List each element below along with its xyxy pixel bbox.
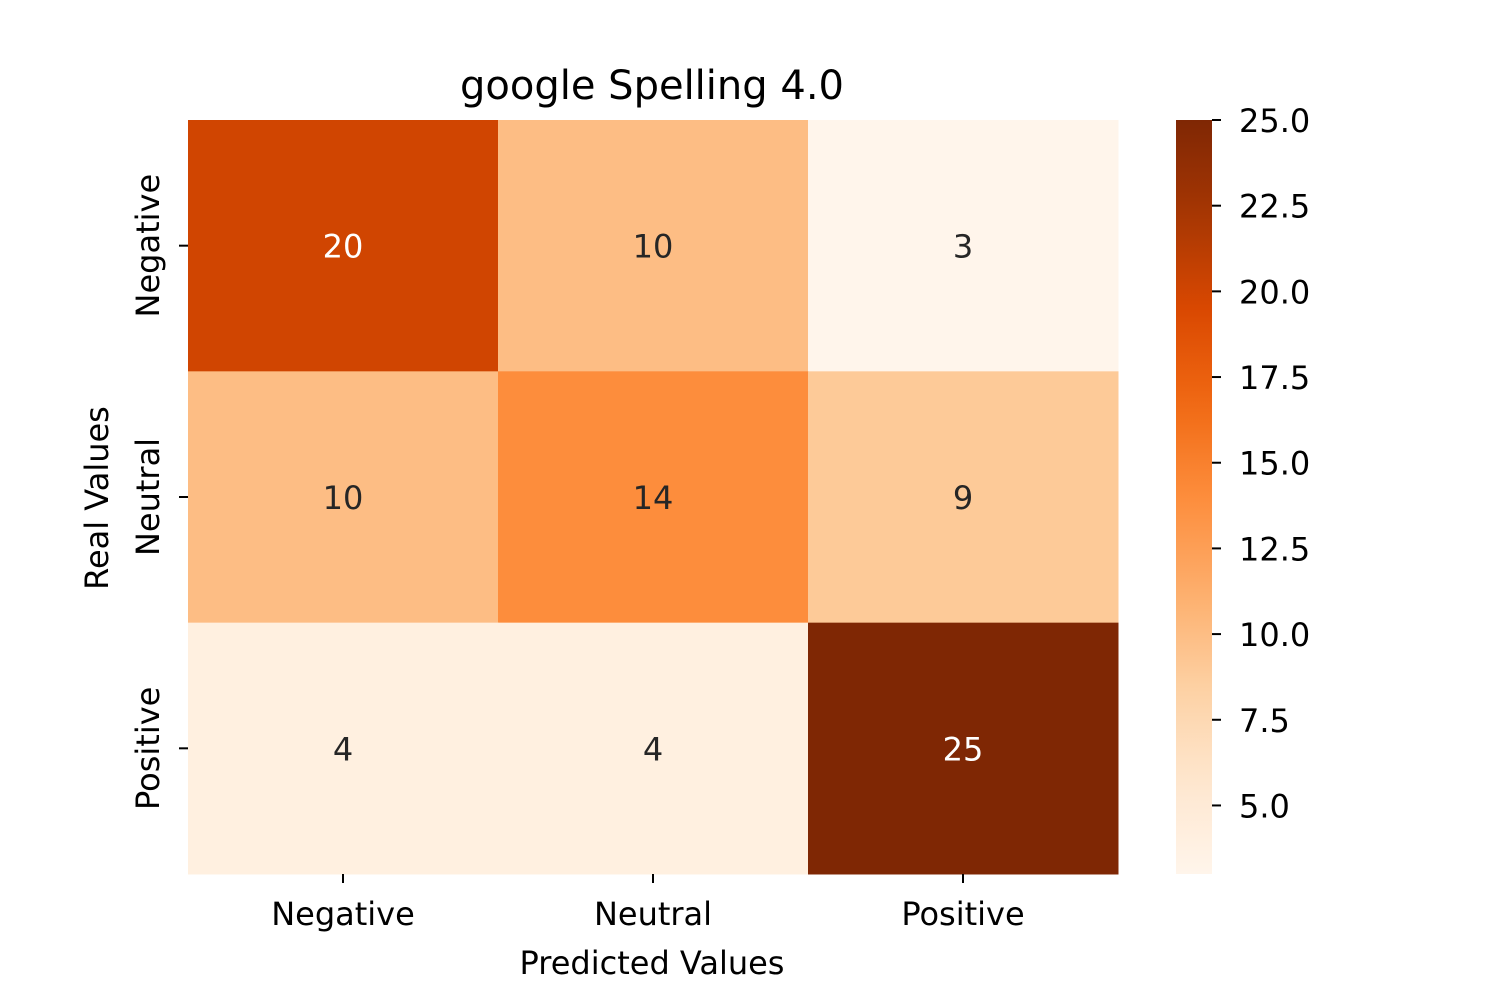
y-tick-label: Positive	[129, 687, 167, 810]
colorbar-tick-label: 17.5	[1239, 359, 1310, 397]
colorbar-tick-label: 20.0	[1239, 273, 1310, 311]
x-tick-label: Neutral	[594, 895, 712, 933]
cell-value-label: 10	[633, 228, 674, 266]
colorbar-tick-label: 12.5	[1239, 530, 1310, 568]
colorbar-tick-label: 15.0	[1239, 445, 1310, 483]
heatmap-cell	[498, 622, 809, 875]
colorbar-tick-label: 25.0	[1239, 102, 1310, 140]
heatmap-cell	[808, 622, 1119, 875]
cell-value-label: 9	[953, 479, 973, 517]
heatmap-cell	[188, 120, 499, 372]
heatmap-cell	[498, 120, 809, 372]
heatmap-cells	[188, 120, 1119, 875]
colorbar: 5.0 7.5 10.0 12.5 15.0 17.5 20.0 22.5 25.0	[1176, 102, 1310, 874]
colorbar-tick-label: 7.5	[1239, 702, 1290, 740]
colorbar-tick-label: 22.5	[1239, 188, 1310, 226]
x-axis-label: Predicted Values	[520, 944, 785, 982]
cell-value-label: 10	[323, 479, 364, 517]
x-tick-label: Positive	[901, 895, 1024, 933]
x-axis: Negative Neutral Positive	[271, 873, 1025, 933]
cell-value-label: 20	[323, 228, 364, 266]
cell-value-label: 14	[633, 479, 674, 517]
colorbar-gradient	[1176, 120, 1212, 874]
heatmap-cell	[498, 371, 809, 624]
cell-value-label: 25	[943, 730, 984, 768]
heatmap-cell-labels: 20 10 3 10 14 9 4 4 25	[323, 228, 984, 769]
y-axis: Negative Neutral Positive	[129, 174, 188, 810]
cell-value-label: 4	[333, 730, 353, 768]
y-tick-label: Negative	[129, 174, 167, 318]
colorbar-tick-label: 5.0	[1239, 787, 1290, 825]
heatmap-cell	[808, 371, 1119, 624]
heatmap-cell	[808, 120, 1119, 372]
y-axis-label: Real Values	[78, 406, 116, 590]
x-tick-label: Negative	[271, 895, 415, 933]
chart-title: google Spelling 4.0	[460, 63, 844, 109]
cell-value-label: 3	[953, 228, 973, 266]
colorbar-tick-label: 10.0	[1239, 616, 1310, 654]
y-tick-label: Neutral	[129, 438, 167, 556]
heatmap-cell	[188, 622, 499, 875]
heatmap-cell	[188, 371, 499, 624]
cell-value-label: 4	[643, 730, 663, 768]
